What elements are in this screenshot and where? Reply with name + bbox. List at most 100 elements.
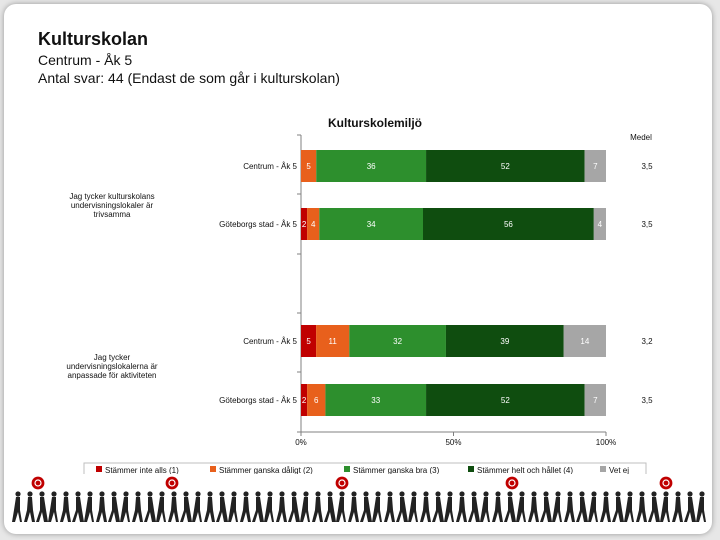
bar-segment — [584, 150, 606, 182]
legend-swatch — [468, 466, 474, 472]
bar-segment — [593, 208, 606, 240]
person-silhouette-icon — [120, 491, 130, 522]
bar-segment — [563, 325, 606, 357]
bar-data-label: 6 — [314, 396, 319, 405]
bar-data-label: 32 — [393, 337, 402, 346]
bar-data-label: 2 — [302, 396, 307, 405]
person-silhouette-icon — [360, 491, 372, 522]
person-silhouette-icon — [336, 491, 346, 522]
legend-swatch — [344, 466, 350, 472]
bar-category-label: Centrum - Åk 5 — [243, 337, 297, 346]
bar-data-label: 34 — [367, 220, 376, 229]
target-marker-icon — [505, 476, 519, 490]
person-silhouette-icon — [552, 491, 562, 522]
person-silhouette-icon — [324, 491, 336, 522]
bar-data-label: 4 — [311, 220, 316, 229]
person-silhouette-icon — [348, 491, 359, 522]
person-silhouette-icon — [384, 491, 395, 522]
medel-value: 3,5 — [641, 220, 653, 229]
bar-segment — [445, 325, 564, 357]
bar-category-label: Göteborgs stad - Åk 5 — [219, 220, 297, 229]
bar-data-label: 7 — [593, 162, 598, 171]
bar-segment — [301, 208, 308, 240]
person-silhouette-icon — [636, 491, 647, 522]
page-title: Kulturskolan — [38, 29, 149, 49]
medel-value: 3,5 — [641, 162, 653, 171]
chart-title: Kulturskolemiljö — [328, 116, 422, 130]
person-silhouette-icon — [300, 491, 310, 522]
person-silhouette-icon — [24, 491, 35, 522]
person-silhouette-icon — [240, 491, 251, 522]
person-silhouette-icon — [696, 491, 706, 522]
x-tick-label: 100% — [596, 438, 616, 447]
bar-segment — [426, 384, 585, 416]
bar-data-label: 5 — [306, 337, 311, 346]
person-silhouette-icon — [564, 491, 575, 522]
person-silhouette-icon — [12, 491, 22, 522]
question-label: Jag tycker kulturskolans undervisningslok… — [69, 192, 154, 219]
stacked-bar-chart: KulturskolemiljöMedel0%50%100%0536527Cen… — [66, 116, 653, 474]
person-silhouette-icon — [420, 491, 431, 522]
bar-data-label: 14 — [580, 337, 589, 346]
legend-swatch — [96, 466, 102, 472]
person-silhouette-icon — [276, 491, 287, 522]
person-silhouette-icon — [36, 491, 48, 522]
target-marker-icon — [659, 476, 673, 490]
target-marker-icon — [31, 476, 45, 490]
person-silhouette-icon — [372, 491, 382, 522]
person-silhouette-icon — [612, 491, 624, 522]
bar-data-label: 2 — [302, 220, 307, 229]
bar-segment — [325, 384, 427, 416]
x-tick-label: 50% — [445, 438, 461, 447]
bar-segment — [584, 384, 606, 416]
person-silhouette-icon — [684, 491, 696, 522]
person-silhouette-icon — [528, 491, 539, 522]
target-marker-icon — [335, 476, 349, 490]
legend-label: Stämmer ganska bra (3) — [353, 466, 440, 474]
bar-segment — [307, 384, 326, 416]
person-silhouette-icon — [540, 491, 552, 522]
bar-segment — [307, 208, 320, 240]
person-silhouette-icon — [672, 491, 683, 522]
person-silhouette-icon — [396, 491, 408, 522]
medel-value: 3,2 — [641, 337, 653, 346]
bar-segment — [426, 150, 585, 182]
person-silhouette-icon — [48, 491, 58, 522]
person-silhouette-icon — [96, 491, 107, 522]
bar-segment — [301, 325, 317, 357]
bar-segment — [301, 150, 317, 182]
bar-data-label: 52 — [501, 162, 510, 171]
slide: Kulturskolan Centrum - Åk 5 Antal svar: … — [4, 4, 712, 534]
person-silhouette-icon — [468, 491, 480, 522]
bar-data-label: 7 — [593, 396, 598, 405]
bar-segment — [319, 208, 423, 240]
bar-data-label: 33 — [371, 396, 380, 405]
person-silhouette-icon — [180, 491, 192, 522]
legend-label: Vet ej — [609, 466, 629, 474]
person-silhouette-icon — [660, 491, 670, 522]
person-silhouette-icon — [60, 491, 71, 522]
person-silhouette-icon — [156, 491, 166, 522]
person-silhouette-icon — [624, 491, 634, 522]
person-silhouette-icon — [204, 491, 215, 522]
bar-category-label: Göteborgs stad - Åk 5 — [219, 396, 297, 405]
bar-segment — [423, 208, 594, 240]
bar-data-label: 11 — [329, 337, 338, 346]
bar-data-label: 5 — [306, 162, 311, 171]
person-silhouette-icon — [228, 491, 238, 522]
legend-swatch — [210, 466, 216, 472]
bar-segment — [316, 325, 350, 357]
bar-segment — [349, 325, 446, 357]
person-silhouette-icon — [408, 491, 418, 522]
person-silhouette-icon — [432, 491, 444, 522]
person-silhouette-icon — [648, 491, 660, 522]
person-silhouette-icon — [168, 491, 179, 522]
bar-data-label: 52 — [501, 396, 510, 405]
legend-swatch — [600, 466, 606, 472]
person-silhouette-icon — [504, 491, 516, 522]
legend-label: Stämmer helt och hållet (4) — [477, 466, 573, 474]
person-silhouette-icon — [516, 491, 526, 522]
bar-data-label: 36 — [367, 162, 376, 171]
legend-label: Stämmer inte alls (1) — [105, 466, 179, 474]
person-silhouette-icon — [444, 491, 454, 522]
